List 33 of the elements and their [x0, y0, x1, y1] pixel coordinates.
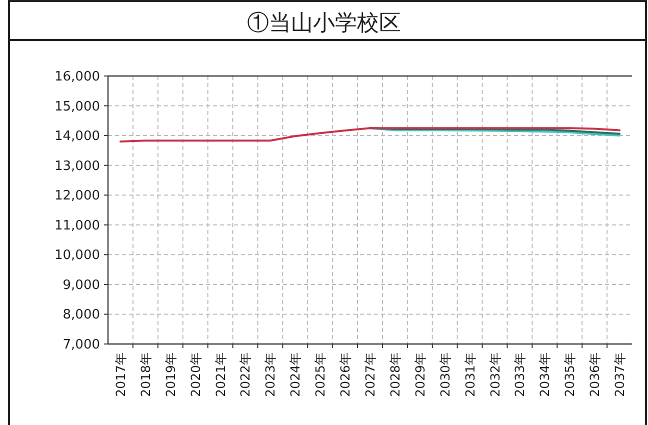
y-tick-label: 13,000: [54, 158, 100, 174]
y-tick-label: 10,000: [54, 248, 100, 264]
y-tick-label: 11,000: [54, 218, 100, 234]
y-tick-label: 12,000: [54, 188, 100, 204]
x-tick-label: 2035年: [562, 352, 578, 397]
x-tick-label: 2020年: [188, 352, 203, 397]
x-tick-label: 2025年: [312, 352, 328, 397]
x-tick-label: 2022年: [238, 352, 253, 397]
x-tick-label: 2017年: [112, 352, 128, 397]
x-tick-label: 2018年: [138, 352, 153, 397]
x-tick-label: 2023年: [262, 352, 278, 397]
x-tick-label: 2032年: [487, 352, 502, 397]
x-tick-label: 2019年: [162, 352, 178, 397]
y-tick-label: 15,000: [54, 99, 100, 114]
x-tick-label: 2024年: [288, 352, 303, 397]
x-tick-label: 2030年: [437, 352, 452, 397]
y-tick-label: 14,000: [54, 129, 100, 144]
x-tick-label: 2034年: [537, 352, 552, 397]
x-tick-label: 2037年: [612, 352, 628, 397]
chart-title: ①当山小学校区: [247, 10, 401, 35]
x-tick-label: 2033年: [512, 352, 528, 397]
x-tick-label: 2029年: [412, 352, 428, 397]
y-tick-label: 9,000: [62, 278, 100, 293]
x-tick-label: 2028年: [387, 352, 402, 397]
x-tick-label: 2026年: [338, 352, 353, 397]
x-tick-label: 2021年: [212, 352, 228, 397]
y-tick-label: 7,000: [62, 338, 100, 352]
x-tick-label: 2027年: [362, 352, 378, 397]
x-tick-label: 2031年: [462, 352, 478, 397]
y-tick-label: 16,000: [54, 70, 100, 84]
y-tick-label: 8,000: [62, 308, 100, 323]
x-tick-label: 2036年: [587, 352, 602, 397]
line-series: [119, 127, 621, 143]
